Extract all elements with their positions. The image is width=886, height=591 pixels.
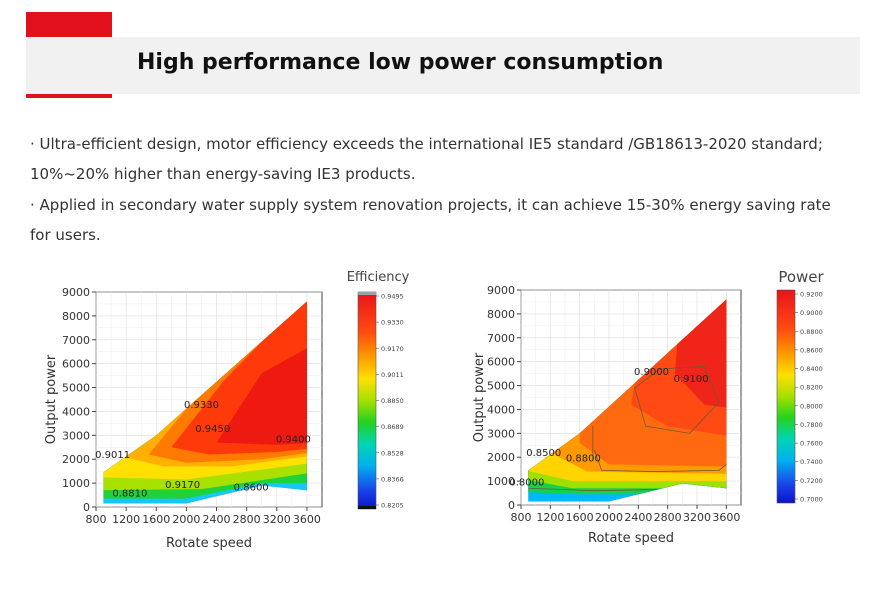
x-tick-label: 3200 [683, 511, 711, 524]
colorbar-title: Power [778, 268, 824, 286]
colorbar-tick-label: 0.8528 [381, 449, 404, 457]
y-tick-label: 0 [508, 499, 515, 512]
colorbar [776, 289, 796, 504]
description-line-2: 10%~20% higher than energy-saving IE3 pr… [30, 165, 416, 183]
contour-line [634, 366, 720, 434]
x-tick-label: 3200 [263, 513, 291, 526]
colorbar-tick-label: 0.8850 [381, 397, 404, 405]
y-axis-label: Output power [44, 354, 59, 444]
x-axis-label: Rotate speed [166, 536, 252, 551]
colorbar-tick-label: 0.8200 [800, 384, 823, 392]
y-tick-label: 5000 [62, 382, 90, 395]
x-tick-label: 2000 [172, 513, 200, 526]
y-tick-label: 1000 [62, 477, 90, 490]
efficiency-chart: 0.9330 0.9450 0.9400 0.9011 0.9170 0.8810 0.86… [44, 270, 410, 551]
contour-label: 0.8000 [509, 477, 544, 488]
contour-label: 0.9330 [184, 400, 219, 411]
x-tick-label: 3600 [712, 511, 740, 524]
colorbar-tick-label: 0.7600 [800, 440, 823, 448]
contour-label: 0.8810 [112, 488, 147, 499]
y-tick-label: 6000 [62, 358, 90, 371]
colorbar-tick-label: 0.9011 [381, 371, 404, 379]
x-tick-label: 2000 [595, 511, 623, 524]
y-tick-label: 9000 [62, 286, 90, 299]
colorbar-tick-label: 0.8689 [381, 423, 404, 431]
x-tick-label: 800 [86, 513, 107, 526]
x-tick-label: 1600 [142, 513, 170, 526]
x-tick-label: 3600 [293, 513, 321, 526]
y-tick-label: 3000 [62, 429, 90, 442]
y-tick-label: 8000 [62, 310, 90, 323]
colorbar-tick-label: 0.9200 [800, 291, 823, 299]
y-tick-label: 9000 [487, 284, 515, 297]
y-tick-label: 7000 [62, 334, 90, 347]
colorbar-tick-label: 0.7400 [800, 458, 823, 466]
colorbar-tick-label: 0.8366 [381, 475, 404, 483]
contour-label: 0.8800 [566, 453, 601, 464]
y-tick-label: 1000 [487, 475, 515, 488]
colorbar-bottom-cap [358, 506, 376, 509]
x-tick-label: 2800 [233, 513, 261, 526]
y-tick-label: 2000 [62, 453, 90, 466]
y-tick-label: 3000 [487, 427, 515, 440]
description-line-4: for users. [30, 226, 101, 244]
colorbar-tick-label: 0.7800 [800, 421, 823, 429]
contour-line [593, 449, 727, 472]
colorbar-tick-label: 0.8600 [800, 346, 823, 354]
page-title: High performance low power consumption [137, 50, 664, 75]
description-line-3: · Applied in secondary water supply syst… [30, 196, 831, 214]
colorbar-tick-label: 0.9000 [800, 309, 823, 317]
colorbar-tick-label: 0.9495 [381, 293, 404, 301]
x-tick-label: 2800 [654, 511, 682, 524]
envelope-outline [103, 300, 308, 504]
y-axis-label: Output power [472, 352, 487, 442]
colorbar-title: Efficiency [347, 270, 410, 285]
contour-label: 0.9100 [674, 374, 709, 385]
power-chart: 0.9000 0.9100 0.8500 0.8800 0.8000 800 1200 160… [472, 268, 825, 546]
colorbar-tick-label: 0.9170 [381, 345, 404, 353]
x-tick-label: 1200 [536, 511, 564, 524]
contour-label: 0.8500 [526, 448, 561, 459]
y-tick-label: 2000 [487, 451, 515, 464]
contour-label: 0.9170 [165, 480, 200, 491]
x-tick-label: 2400 [624, 511, 652, 524]
contour-label: 0.9000 [634, 367, 669, 378]
x-tick-label: 2400 [203, 513, 231, 526]
header-bar [26, 37, 860, 94]
y-tick-label: 6000 [487, 356, 515, 369]
y-tick-label: 0 [83, 501, 90, 514]
colorbar-tick-label: 0.8400 [800, 365, 823, 373]
x-tick-label: 1600 [566, 511, 594, 524]
colorbar-tick-label: 0.7000 [800, 496, 823, 504]
envelope-outline [528, 298, 727, 502]
colorbar-tick-label: 0.8205 [381, 502, 404, 510]
x-tick-label: 1200 [112, 513, 140, 526]
colorbar [357, 291, 377, 510]
y-tick-label: 7000 [487, 332, 515, 345]
y-tick-label: 4000 [62, 405, 90, 418]
contour-label: 0.9400 [276, 435, 311, 446]
contour-label: 0.9011 [95, 450, 130, 461]
x-axis-label: Rotate speed [588, 531, 674, 546]
y-tick-label: 8000 [487, 308, 515, 321]
contour-label: 0.9450 [195, 424, 230, 435]
y-tick-label: 5000 [487, 380, 515, 393]
x-tick-label: 800 [511, 511, 532, 524]
colorbar-tick-label: 0.8000 [800, 402, 823, 410]
heatmap-band [216, 339, 307, 445]
colorbar-tick-label: 0.7200 [800, 477, 823, 485]
contour-label: 0.8600 [234, 482, 269, 493]
description-line-1: · Ultra-efficient design, motor efficien… [30, 135, 823, 153]
y-tick-label: 4000 [487, 403, 515, 416]
colorbar-top-cap [358, 292, 376, 295]
colorbar-tick-label: 0.8800 [800, 328, 823, 336]
colorbar-tick-label: 0.9330 [381, 319, 404, 327]
